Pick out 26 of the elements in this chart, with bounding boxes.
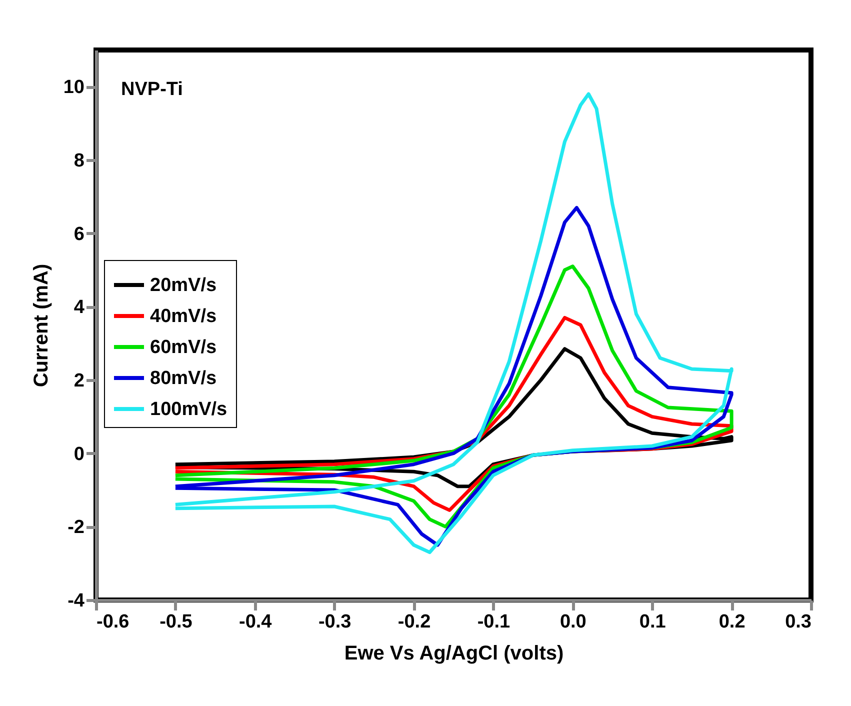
x-tick-label: 0.1: [639, 612, 666, 632]
y-tick-label: -2: [68, 517, 84, 538]
annotation: NVP-Ti: [121, 79, 183, 100]
x-tick-label: -0.1: [477, 612, 511, 632]
x-axis-title: Ewe Vs Ag/AgCl (volts): [344, 642, 564, 664]
y-axis-title: Current (mA): [30, 264, 52, 388]
x-tick-label: 0.2: [718, 612, 746, 632]
y-tick-label: 2: [74, 370, 84, 392]
legend-label: 80mV/s: [150, 368, 217, 389]
legend-label: 60mV/s: [150, 337, 217, 358]
x-tick-label: -0.4: [239, 612, 272, 632]
legend-label: 20mV/s: [150, 275, 217, 296]
x-tick-label: 0.0: [560, 612, 586, 632]
x-tick-label: -0.5: [160, 612, 193, 632]
legend-label: 100mV/s: [150, 399, 228, 420]
y-tick-label: 6: [74, 224, 84, 245]
y-tick-label: 0: [74, 444, 84, 465]
legend-label: 40mV/s: [150, 306, 217, 327]
x-tick-label: -0.6: [96, 612, 130, 632]
y-tick-label: 8: [74, 150, 84, 172]
y-tick-label: 4: [74, 297, 85, 318]
x-tick-label: 0.3: [785, 612, 812, 632]
y-tick-label: 10: [63, 77, 84, 98]
y-tick-label: -4: [68, 590, 85, 612]
x-tick-label: -0.2: [398, 612, 431, 632]
x-tick-label: -0.3: [318, 612, 352, 632]
